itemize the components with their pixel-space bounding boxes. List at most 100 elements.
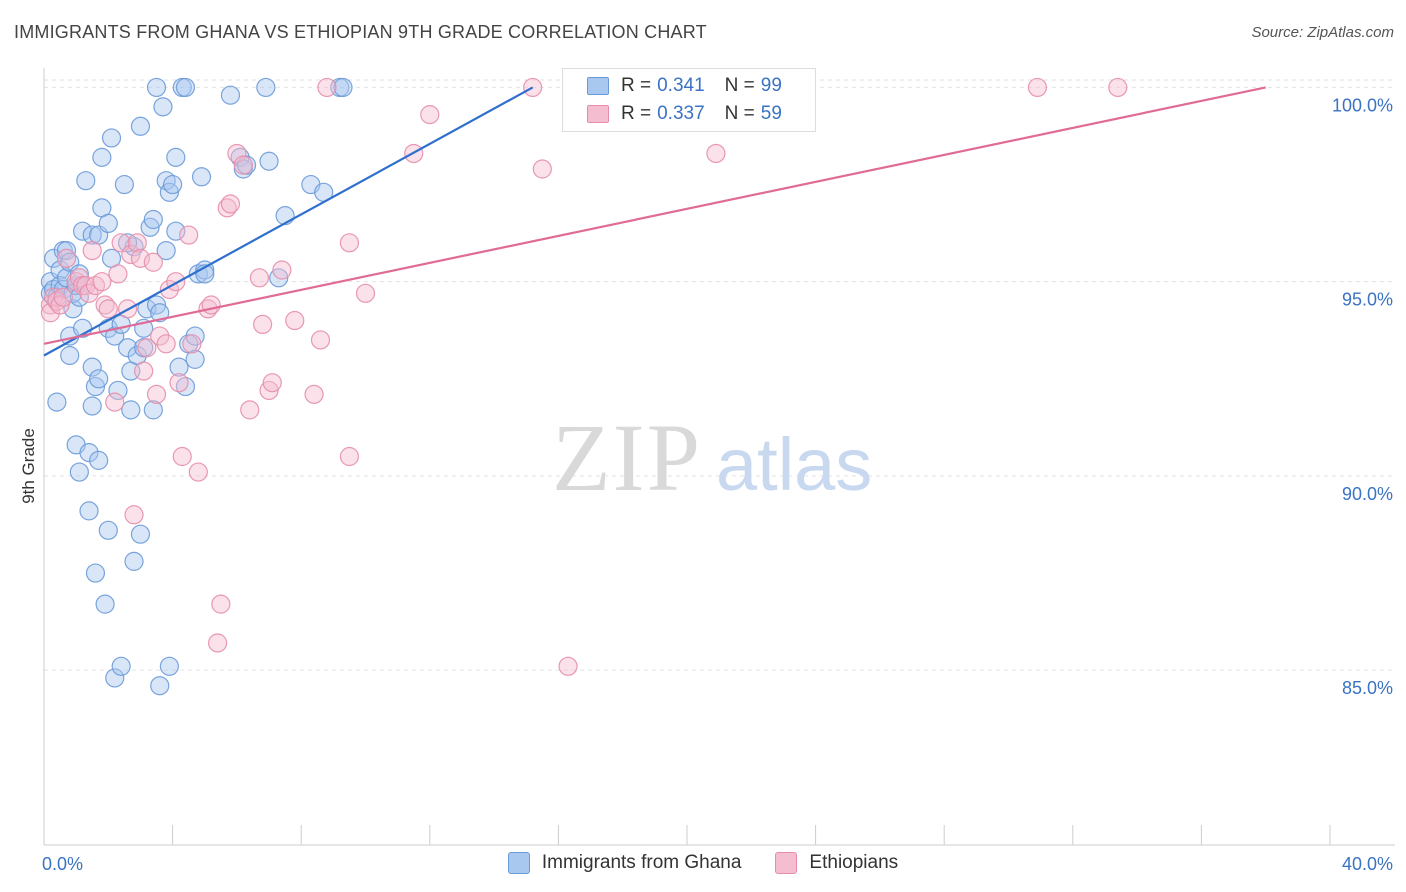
watermark-zip: ZIP [552, 404, 702, 511]
ethiopia-point [121, 244, 141, 265]
ethiopia-point [339, 233, 360, 253]
legend-swatch-ethiopia [587, 105, 609, 123]
ghana-point [85, 563, 106, 583]
ghana-point [82, 396, 102, 416]
ethiopia-point [50, 295, 70, 315]
ethiopia-point [1108, 77, 1128, 98]
ghana-point [146, 77, 167, 98]
ghana-point [50, 260, 70, 280]
ghana-point [159, 656, 179, 676]
ethiopia-point [124, 505, 144, 525]
x-tick-label-max: 40.0% [1342, 854, 1393, 874]
ethiopia-point [272, 260, 292, 280]
ethiopia-point [79, 283, 99, 303]
ghana-point [166, 221, 186, 241]
ethiopia-point [137, 338, 157, 358]
ghana-point [101, 128, 122, 148]
ethiopia-point [169, 373, 189, 393]
ethiopia-point [156, 334, 176, 354]
y-axis-label: 9th Grade [19, 428, 38, 504]
ethiopia-point [166, 272, 186, 292]
trend-line-ethiopia [43, 86, 1266, 345]
ethiopia-point [130, 248, 151, 268]
ethiopia-point [172, 446, 192, 467]
ethiopia-point [108, 264, 128, 284]
ghana-point [159, 182, 179, 202]
legend-swatch-ghana [507, 852, 530, 874]
ghana-point [95, 594, 115, 614]
ethiopia-point [249, 268, 270, 288]
ghana-point [259, 151, 279, 171]
ethiopia-point [56, 248, 77, 268]
ghana-point [98, 213, 118, 233]
ghana-point [105, 326, 125, 346]
ethiopia-point [233, 155, 253, 175]
ethiopia-point [82, 240, 102, 261]
ethiopia-point [240, 400, 260, 420]
legend-r-label: R = [621, 75, 652, 96]
ethiopia-point [310, 330, 331, 350]
legend-item-ghana[interactable]: Immigrants from Ghana [507, 852, 742, 874]
y-tick-label: 90.0% [1342, 484, 1393, 504]
ethiopia-point [201, 295, 221, 315]
ghana-point [130, 116, 151, 136]
ghana-point [82, 357, 102, 377]
legend-n-value-ethiopia: 59 [760, 103, 782, 124]
ethiopia-point [179, 225, 199, 245]
legend-n-value-ghana: 99 [760, 75, 782, 96]
watermark-atlas: atlas [716, 423, 872, 506]
ethiopia-point [208, 633, 228, 653]
ethiopia-point [262, 373, 282, 393]
tick-labels: 85.0% 90.0% 95.0% 100.0% 0.0% 40.0% [42, 95, 1393, 874]
ghana-point [150, 676, 170, 696]
trend-line-ghana [43, 86, 534, 357]
ethiopia-point [105, 392, 125, 412]
ghana-point [333, 77, 353, 98]
ethiopia-point [558, 656, 578, 676]
y-tick-label: 85.0% [1342, 678, 1393, 698]
ghana-point [47, 392, 67, 412]
legend-row-ethiopia: R = 0.337 N = 59 [587, 101, 802, 127]
ethiopia-point [253, 314, 273, 335]
legend-label-ghana: Immigrants from Ghana [541, 852, 742, 873]
ghana-point [56, 240, 77, 261]
ethiopia-point [1027, 77, 1048, 98]
ghana-point [130, 524, 151, 544]
legend-swatch-ghana [587, 77, 609, 95]
ghana-point [85, 376, 106, 397]
trend-lines [43, 86, 1266, 357]
ethiopia-point [92, 272, 112, 292]
ghana-point [114, 174, 134, 195]
ghana-point [121, 400, 141, 420]
ghana-point [105, 668, 125, 688]
ghana-point [175, 77, 196, 98]
ghana-point [143, 209, 163, 230]
ghana-point [185, 326, 205, 346]
ghana-point [166, 147, 186, 167]
ethiopia-point [355, 283, 376, 303]
ghana-point [111, 656, 131, 676]
ethiopia-point [317, 77, 337, 98]
ethiopia-point [182, 334, 202, 354]
series-ghana-points [40, 77, 353, 696]
legend-item-ethiopia[interactable]: Ethiopians [775, 852, 898, 874]
ghana-point [69, 462, 89, 482]
ethiopia-point [143, 252, 163, 272]
ghana-point [69, 287, 89, 307]
ghana-point [76, 171, 96, 191]
ethiopia-point [146, 384, 167, 404]
ghana-point [117, 233, 138, 253]
ethiopia-point [98, 299, 118, 319]
source-credit: Source: ZipAtlas.com [1251, 24, 1394, 41]
ethiopia-point [227, 143, 247, 164]
ethiopia-point [53, 287, 73, 307]
ghana-point [108, 380, 128, 401]
ghana-point [79, 501, 99, 521]
ghana-point [98, 520, 118, 540]
y-tick-label: 100.0% [1332, 95, 1393, 115]
chart-title: IMMIGRANTS FROM GHANA VS ETHIOPIAN 9TH G… [14, 22, 707, 42]
ghana-point [269, 268, 289, 288]
ethiopia-point [69, 268, 89, 288]
ghana-point [72, 221, 93, 241]
legend-r-value-ethiopia: 0.337 [657, 103, 705, 124]
